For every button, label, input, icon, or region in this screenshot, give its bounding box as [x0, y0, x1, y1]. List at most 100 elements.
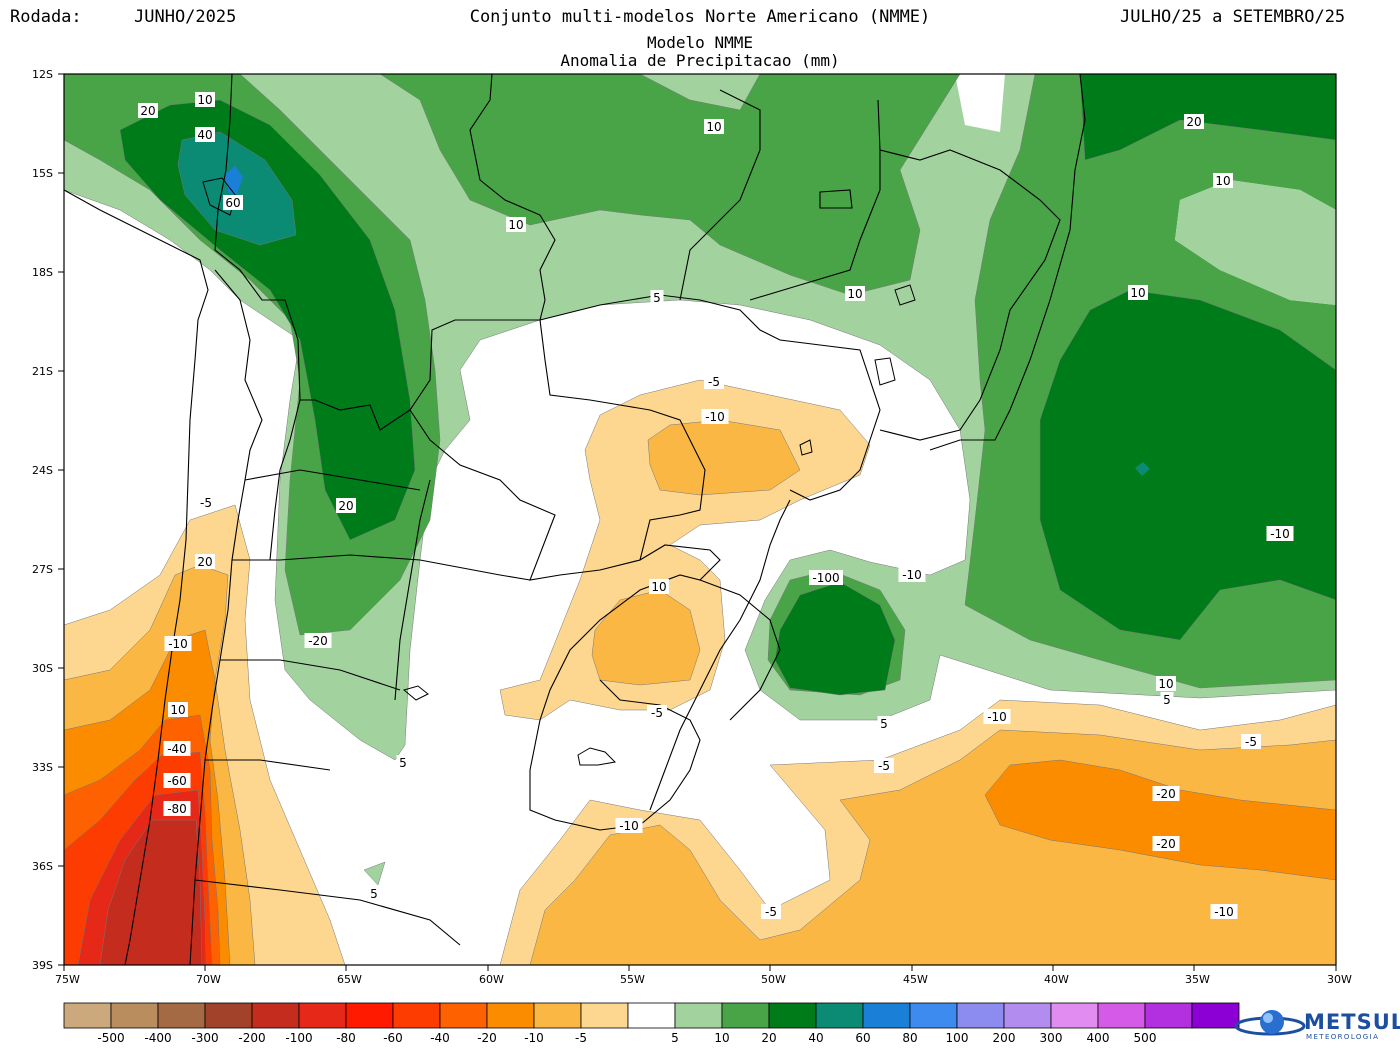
lat-tick: 15S — [32, 167, 53, 180]
legend-swatch — [204, 1002, 253, 1029]
legend-swatch — [721, 1002, 770, 1029]
contour-label: -10 — [701, 409, 729, 424]
lat-tick: 33S — [32, 761, 53, 774]
svg-text:60: 60 — [225, 196, 240, 210]
svg-text:20: 20 — [1186, 115, 1201, 129]
svg-text:40: 40 — [197, 128, 212, 142]
legend-label: -300 — [191, 1031, 218, 1045]
contour-label: 5 — [650, 290, 664, 305]
contour-label: -5 — [647, 705, 667, 720]
precipitation-anomaly-map: 12S 15S 18S 21S 24S 27S 30S 33S 36S 39S … — [32, 68, 1352, 986]
contour-label: -5 — [874, 758, 894, 773]
legend-label: 200 — [993, 1031, 1016, 1045]
svg-text:-5: -5 — [765, 905, 777, 919]
lon-tick: 55W — [620, 973, 645, 986]
contour-labels: 20 10 40 60 10 10 10 20 10 5 10 20 -5 -10 -5 -10 20 -10 -2… — [138, 92, 1294, 919]
contour-label: -10 — [615, 818, 643, 833]
lat-tick: 30S — [32, 662, 53, 675]
lon-tick: 50W — [761, 973, 786, 986]
legend-swatch — [862, 1002, 911, 1029]
svg-text:10: 10 — [651, 580, 666, 594]
metsul-logo-icon — [1234, 1010, 1306, 1036]
contour-label: -5 — [704, 374, 724, 389]
lon-tick: 35W — [1185, 973, 1210, 986]
legend-swatch — [1050, 1002, 1099, 1029]
contour-label: 20 — [138, 103, 158, 118]
svg-text:-10: -10 — [1214, 905, 1234, 919]
lon-tick: 45W — [903, 973, 928, 986]
chart-title: Conjunto multi-modelos Norte Americano (… — [469, 7, 931, 27]
legend-label: -100 — [285, 1031, 312, 1045]
svg-text:10: 10 — [1215, 174, 1230, 188]
lon-tick: 75W — [55, 973, 80, 986]
contour-label: 10 — [1213, 173, 1233, 188]
contour-label: 20 — [195, 554, 215, 569]
contour-label: -10 — [1266, 526, 1294, 541]
svg-text:10: 10 — [706, 120, 721, 134]
contour-label: -40 — [163, 741, 191, 756]
legend-swatch — [815, 1002, 864, 1029]
legend-label: -10 — [524, 1031, 544, 1045]
lon-tick: 30W — [1327, 973, 1352, 986]
legend-label: 10 — [714, 1031, 729, 1045]
legend-label: -200 — [238, 1031, 265, 1045]
contour-label: -5 — [1241, 734, 1261, 749]
svg-text:-100: -100 — [812, 571, 839, 585]
lat-tick: 18S — [32, 266, 53, 279]
contour-label: 20 — [1184, 114, 1204, 129]
legend-label: -500 — [97, 1031, 124, 1045]
forecast-period: JULHO/25 a SETEMBRO/25 — [1120, 7, 1346, 27]
svg-text:-20: -20 — [1156, 837, 1176, 851]
svg-text:10: 10 — [1158, 677, 1173, 691]
svg-text:20: 20 — [197, 555, 212, 569]
svg-text:-10: -10 — [705, 410, 725, 424]
legend-swatch — [768, 1002, 817, 1029]
legend-label: 20 — [761, 1031, 776, 1045]
svg-text:-20: -20 — [1156, 787, 1176, 801]
contour-label: 10 — [1128, 285, 1148, 300]
run-label: Rodada: — [10, 7, 82, 27]
contour-label: -80 — [163, 801, 191, 816]
svg-text:5: 5 — [1163, 693, 1171, 707]
legend-swatch — [956, 1002, 1005, 1029]
svg-text:5: 5 — [653, 291, 661, 305]
svg-text:10: 10 — [170, 703, 185, 717]
contour-label: 10 — [845, 286, 865, 301]
legend-label: 400 — [1087, 1031, 1110, 1045]
contour-label: 10 — [195, 92, 215, 107]
legend-swatch — [298, 1002, 347, 1029]
map-frame — [63, 73, 1337, 966]
svg-text:-40: -40 — [167, 742, 187, 756]
contour-label: -5 — [761, 904, 781, 919]
legend-swatch — [674, 1002, 723, 1029]
svg-text:-60: -60 — [167, 774, 187, 788]
legend-label: -5 — [575, 1031, 587, 1045]
svg-text:-10: -10 — [987, 710, 1007, 724]
contour-label: -20 — [1152, 836, 1180, 851]
variable-name: Anomalia de Precipitacao (mm) — [560, 51, 840, 70]
legend-label: 500 — [1134, 1031, 1157, 1045]
svg-text:20: 20 — [140, 104, 155, 118]
legend-swatch — [580, 1002, 629, 1029]
svg-text:10: 10 — [197, 93, 212, 107]
lat-tick: 12S — [32, 68, 53, 81]
svg-text:5: 5 — [370, 887, 378, 901]
legend-label: -20 — [477, 1031, 497, 1045]
logo-subtitle: METEOROLOGIA — [1306, 1033, 1380, 1041]
legend-swatch — [1144, 1002, 1193, 1029]
contour-label: 40 — [195, 127, 215, 142]
svg-text:20: 20 — [338, 499, 353, 513]
legend-swatch — [251, 1002, 300, 1029]
contour-label: 10 — [704, 119, 724, 134]
contour-label: 20 — [336, 498, 356, 513]
legend-swatch — [439, 1002, 488, 1029]
lat-tick: 39S — [32, 959, 53, 972]
contour-label: -10 — [1210, 904, 1238, 919]
contour-label: 10 — [506, 217, 526, 232]
svg-text:10: 10 — [1130, 286, 1145, 300]
contour-label: -10 — [898, 567, 926, 582]
legend-label: 40 — [808, 1031, 823, 1045]
legend-swatch — [1191, 1002, 1240, 1029]
legend-swatch — [345, 1002, 394, 1029]
